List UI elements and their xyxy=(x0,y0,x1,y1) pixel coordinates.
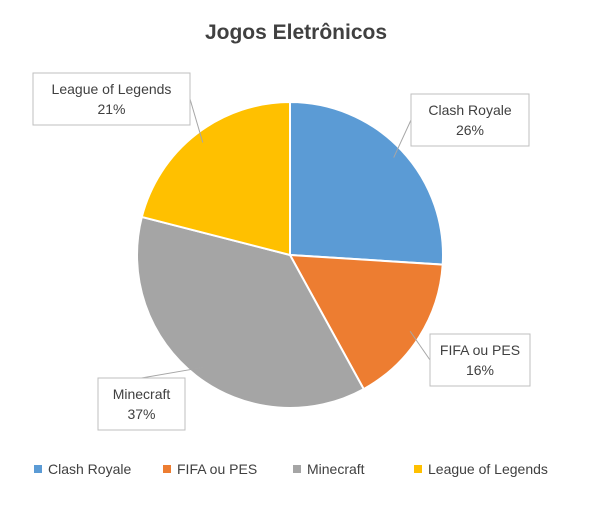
data-label-category: Clash Royale xyxy=(428,102,511,118)
callout-box-league-of-legends xyxy=(32,72,191,126)
callout-leader-clash-royale xyxy=(393,119,412,158)
callout-leader-minecraft xyxy=(141,366,203,379)
callout-box-fifa-ou-pes xyxy=(429,333,531,387)
legend-label: Minecraft xyxy=(307,461,365,477)
chart-title: Jogos Eletrônicos xyxy=(205,21,387,44)
pie-slice-clash-royale xyxy=(289,100,444,266)
chart-legend: Clash Royale FIFA ou PES Minecraft League o… xyxy=(34,461,548,477)
legend-item-clash-royale: Clash Royale xyxy=(34,461,131,477)
data-label-category: League of Legends xyxy=(52,81,172,97)
data-label-value: 26% xyxy=(456,122,484,138)
legend-label: FIFA ou PES xyxy=(177,461,257,477)
legend-item-league-of-legends: League of Legends xyxy=(414,461,548,477)
data-label-category: FIFA ou PES xyxy=(440,342,520,358)
legend-label: Clash Royale xyxy=(48,461,131,477)
pie-slice-fifa-ou-pes xyxy=(288,253,444,391)
data-label-value: 16% xyxy=(466,362,494,378)
callout-leader-league-of-legends xyxy=(189,98,204,143)
callout-box-minecraft xyxy=(97,377,186,431)
legend-swatch xyxy=(163,465,171,473)
legend-swatch xyxy=(414,465,422,473)
legend-item-fifa-ou-pes: FIFA ou PES xyxy=(163,461,257,477)
legend-item-minecraft: Minecraft xyxy=(293,461,365,477)
data-label-callouts: Clash Royale 26% FIFA ou PES 16% Minecraft 37… xyxy=(32,72,531,431)
data-label-value: 37% xyxy=(127,406,155,422)
legend-label: League of Legends xyxy=(428,461,548,477)
data-label-value: 21% xyxy=(97,101,125,117)
pie-slice-league-of-legends xyxy=(140,100,291,257)
legend-swatch xyxy=(34,465,42,473)
data-label-category: Minecraft xyxy=(113,386,171,402)
legend-swatch xyxy=(293,465,301,473)
callout-box-clash-royale xyxy=(410,93,530,147)
callout-leader-fifa-ou-pes xyxy=(409,330,431,361)
pie-slice-minecraft xyxy=(136,215,366,409)
pie-slices xyxy=(136,100,444,409)
